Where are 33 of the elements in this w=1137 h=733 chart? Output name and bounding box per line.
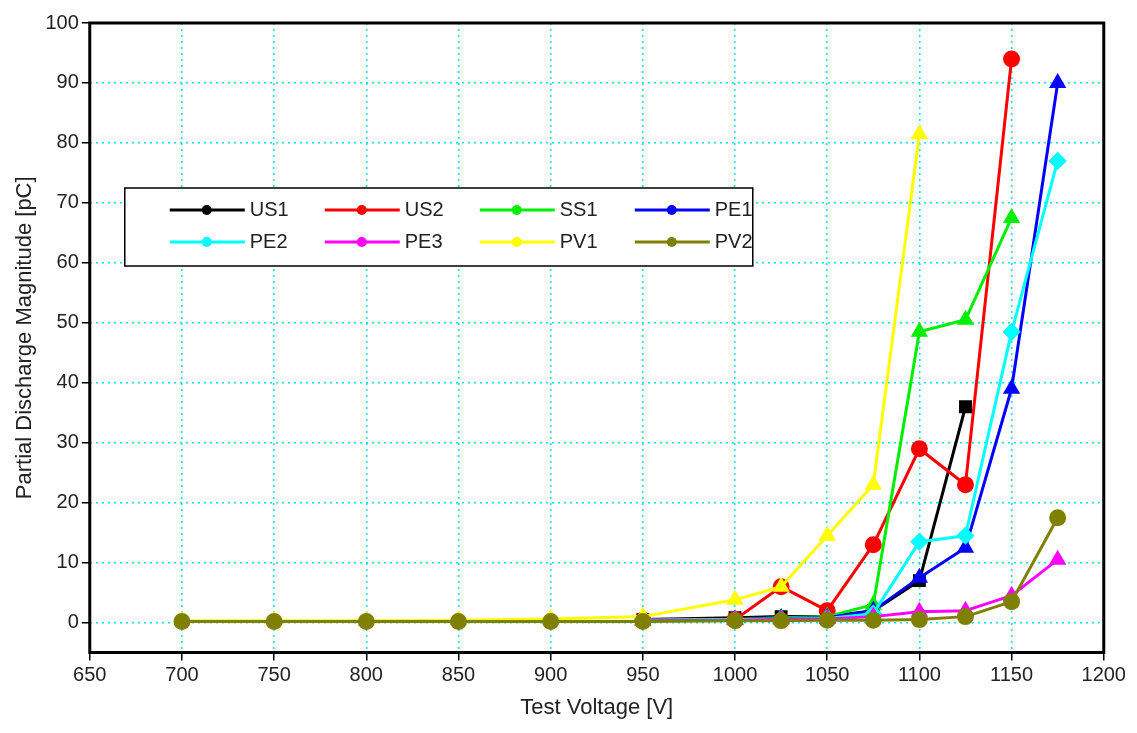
x-axis-title: Test Voltage [V] [520,693,674,719]
y-tick-label: 10 [56,550,79,573]
legend-label: US1 [249,197,289,220]
x-tick-label: 650 [73,663,107,686]
legend-label: PE2 [249,229,288,252]
legend-label: SS1 [559,197,598,220]
x-tick-label: 700 [165,663,199,686]
y-tick-label: 40 [56,370,79,393]
x-tick-label: 950 [626,663,660,686]
legend-label: PV2 [714,229,753,252]
x-tick-label: 1050 [804,663,850,686]
y-tick-label: 30 [56,430,79,453]
y-tick-label: 60 [56,250,79,273]
x-tick-label: 900 [533,663,568,686]
y-tick-label: 70 [56,190,79,213]
y-axis-title: Partial Discharge Magnitude [pC] [11,176,37,500]
x-tick-label: 850 [441,663,476,686]
y-tick-label: 100 [45,10,79,33]
legend-label: PV1 [559,229,598,252]
y-tick-label: 90 [56,70,79,93]
x-tick-label: 800 [349,663,383,686]
x-tick-label: 1100 [897,663,941,686]
x-tick-label: 1200 [1081,663,1126,686]
x-tick-label: 1000 [712,663,758,686]
legend-label: US2 [404,197,444,220]
legend-label: PE3 [404,229,443,252]
y-tick-label: 80 [56,130,79,153]
x-tick-label: 1150 [990,663,1034,686]
legend-label: PE1 [714,197,753,220]
y-tick-label: 0 [67,610,79,633]
y-tick-label: 50 [56,310,79,333]
y-tick-label: 20 [56,490,79,513]
x-tick-label: 750 [257,663,291,686]
